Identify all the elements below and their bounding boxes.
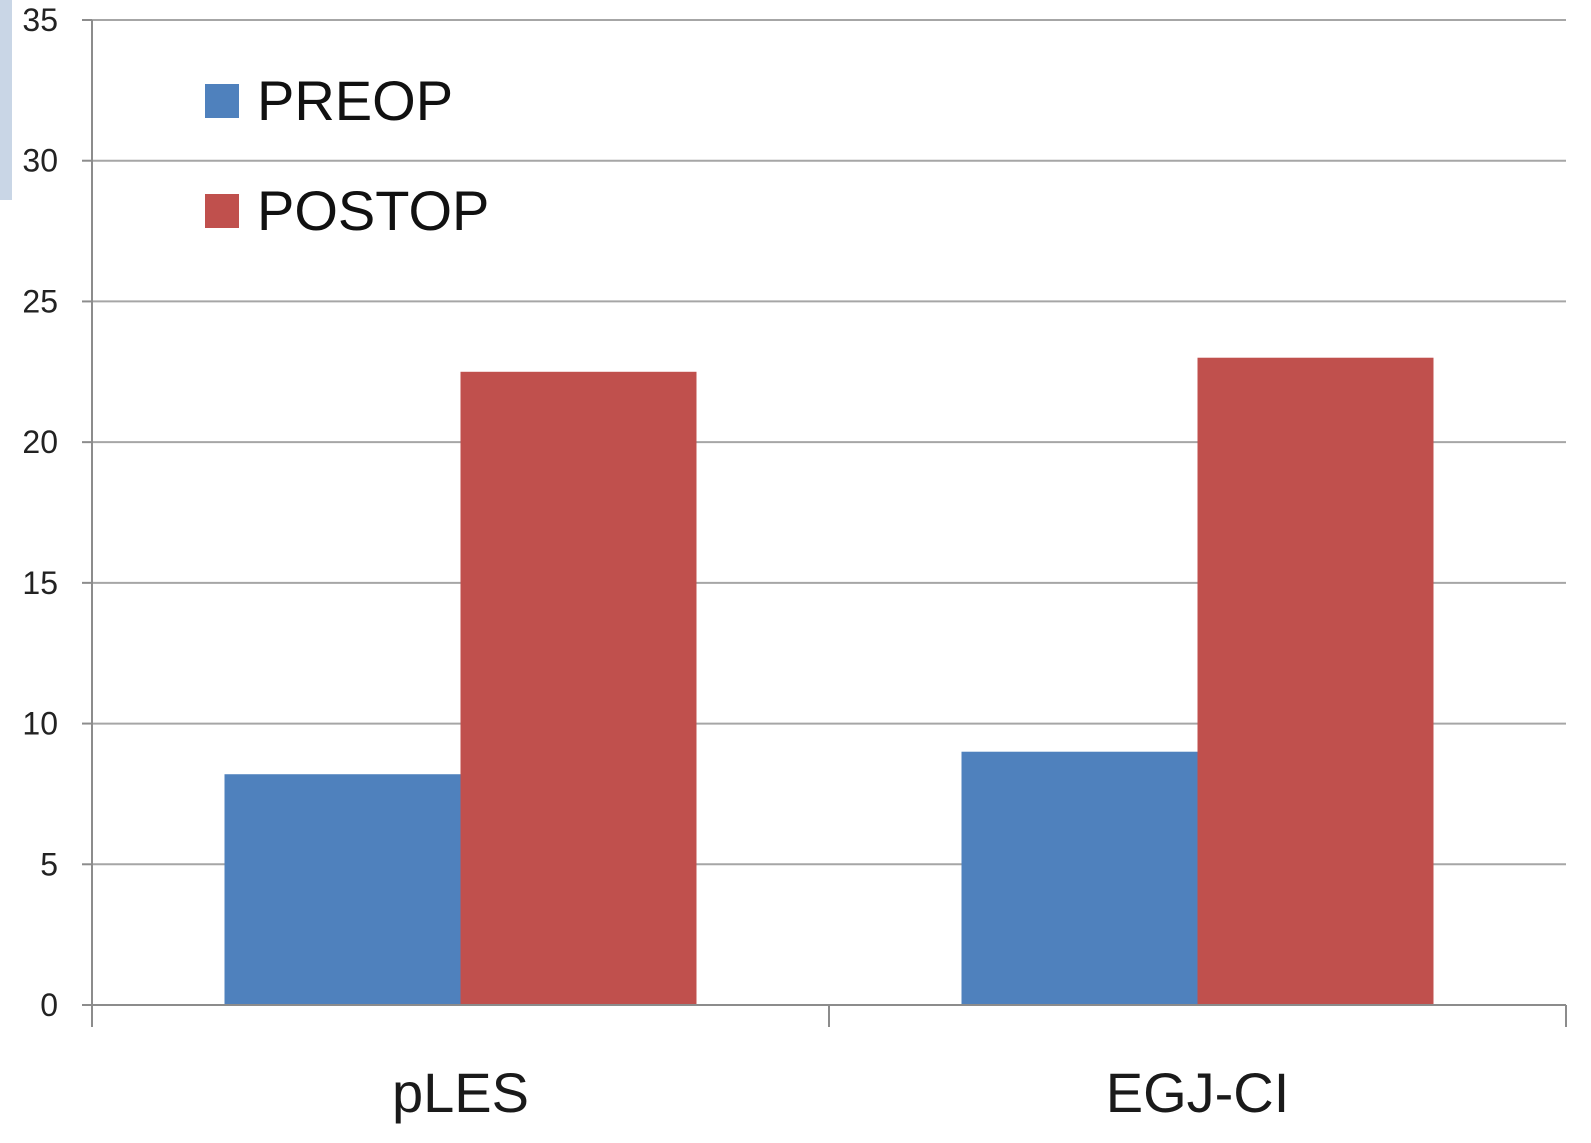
x-tick-label: pLES: [392, 1061, 529, 1124]
x-axis-ticks: pLES EGJ-CI: [392, 1061, 1289, 1124]
y-tick-label: 25: [22, 283, 58, 319]
y-axis-ticks: 0 5 10 15 20 25 30 35: [22, 2, 92, 1023]
y-tick-label: 0: [40, 987, 58, 1023]
legend-label: PREOP: [257, 69, 453, 132]
y-tick-label: 15: [22, 565, 58, 601]
legend-label: POSTOP: [257, 179, 489, 242]
axes: [91, 20, 1567, 1027]
bars: [224, 357, 1434, 1005]
y-tick-label: 30: [22, 143, 58, 179]
y-tick-label: 5: [40, 846, 58, 882]
gridlines: [92, 19, 1566, 866]
y-tick-label: 35: [22, 2, 58, 38]
bar-postop-ples: [460, 371, 697, 1005]
y-tick-label: 10: [22, 706, 58, 742]
legend: PREOP POSTOP: [205, 69, 489, 242]
legend-swatch: [205, 84, 239, 118]
legend-swatch: [205, 194, 239, 228]
bar-postop-egj-ci: [1197, 357, 1434, 1005]
side-strip: [0, 0, 12, 200]
bar-preop-ples: [224, 774, 461, 1005]
y-tick-label: 20: [22, 424, 58, 460]
bar-preop-egj-ci: [961, 751, 1198, 1005]
x-tick-label: EGJ-CI: [1106, 1061, 1290, 1124]
